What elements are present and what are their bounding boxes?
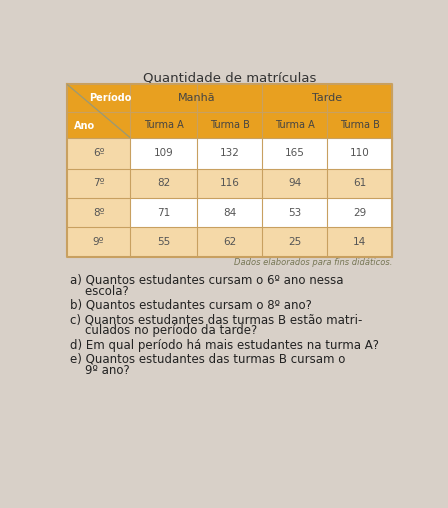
- Text: 71: 71: [157, 208, 170, 217]
- Bar: [67, 84, 392, 112]
- Text: d) Em qual período há mais estudantes na turma A?: d) Em qual período há mais estudantes na…: [70, 338, 379, 352]
- Bar: [67, 138, 130, 169]
- Text: 61: 61: [353, 178, 366, 188]
- Bar: [67, 227, 130, 257]
- Text: Turma B: Turma B: [210, 120, 250, 130]
- Bar: [130, 138, 392, 169]
- Text: Período: Período: [89, 93, 131, 103]
- Text: Manhã: Manhã: [177, 93, 215, 103]
- Text: 110: 110: [350, 148, 370, 158]
- Text: Turma B: Turma B: [340, 120, 380, 130]
- Text: 7º: 7º: [93, 178, 104, 188]
- Text: 132: 132: [220, 148, 240, 158]
- Text: 29: 29: [353, 208, 366, 217]
- Bar: [67, 112, 392, 138]
- Text: 6º: 6º: [93, 148, 104, 158]
- Text: 53: 53: [288, 208, 302, 217]
- Text: 84: 84: [223, 208, 236, 217]
- Bar: [67, 198, 130, 227]
- Text: 25: 25: [288, 237, 302, 247]
- Text: Turma A: Turma A: [275, 120, 314, 130]
- Text: 62: 62: [223, 237, 236, 247]
- Text: 8º: 8º: [93, 208, 104, 217]
- Text: Ano: Ano: [74, 121, 95, 131]
- Text: Turma A: Turma A: [144, 120, 184, 130]
- Text: 94: 94: [288, 178, 302, 188]
- Text: 116: 116: [220, 178, 240, 188]
- Text: 165: 165: [285, 148, 305, 158]
- Text: 82: 82: [157, 178, 170, 188]
- Text: escola?: escola?: [70, 284, 129, 298]
- Bar: [130, 227, 392, 257]
- Text: culados no período da tarde?: culados no período da tarde?: [70, 324, 257, 337]
- Text: Tarde: Tarde: [312, 93, 342, 103]
- Text: Dados elaborados para fins didáticos.: Dados elaborados para fins didáticos.: [234, 258, 392, 267]
- Text: e) Quantos estudantes das turmas B cursam o: e) Quantos estudantes das turmas B cursa…: [70, 353, 345, 366]
- Text: a) Quantos estudantes cursam o 6º ano nessa: a) Quantos estudantes cursam o 6º ano ne…: [70, 273, 344, 287]
- Text: 55: 55: [157, 237, 170, 247]
- Text: 109: 109: [154, 148, 173, 158]
- Text: 9º ano?: 9º ano?: [70, 364, 130, 377]
- Bar: [67, 169, 130, 198]
- Text: b) Quantos estudantes cursam o 8º ano?: b) Quantos estudantes cursam o 8º ano?: [70, 299, 312, 312]
- Text: Quantidade de matrículas: Quantidade de matrículas: [143, 72, 316, 85]
- Bar: [130, 169, 392, 198]
- Bar: [130, 198, 392, 227]
- Text: 14: 14: [353, 237, 366, 247]
- Text: c) Quantos estudantes das turmas B estão matri-: c) Quantos estudantes das turmas B estão…: [70, 313, 362, 326]
- Text: 9º: 9º: [93, 237, 104, 247]
